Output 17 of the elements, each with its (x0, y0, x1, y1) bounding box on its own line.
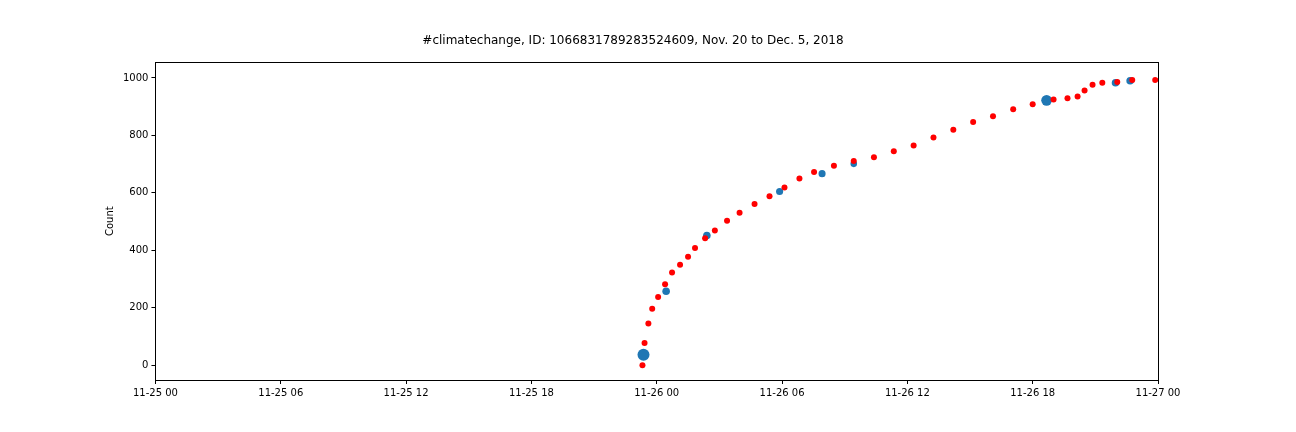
x-tick-label: 11-25 00 (132, 386, 178, 398)
y-tick-label: 800 (129, 129, 149, 140)
x-tick-label: 11-26 12 (884, 386, 930, 398)
x-tick-label: 11-26 06 (759, 386, 805, 398)
y-tick-label: 0 (142, 358, 149, 370)
x-tick-label: 11-25 18 (508, 386, 554, 398)
y-tick-label: 1000 (123, 71, 149, 83)
x-tick-label: 11-27 00 (1135, 386, 1181, 398)
chart-title: #climatechange, ID: 1066831789283524609, Nov. 20 to Dec. 5, 2018 (422, 33, 844, 48)
y-axis-title: Count (103, 206, 115, 237)
y-tick-label: 400 (129, 243, 149, 255)
x-tick-label: 11-26 00 (634, 386, 680, 398)
x-tick-label: 11-25 12 (383, 386, 429, 398)
y-tick-label: 200 (129, 301, 149, 313)
x-tick-label: 11-26 18 (1010, 386, 1056, 398)
y-tick-label: 600 (129, 186, 149, 198)
x-tick-label: 11-25 06 (258, 386, 304, 398)
